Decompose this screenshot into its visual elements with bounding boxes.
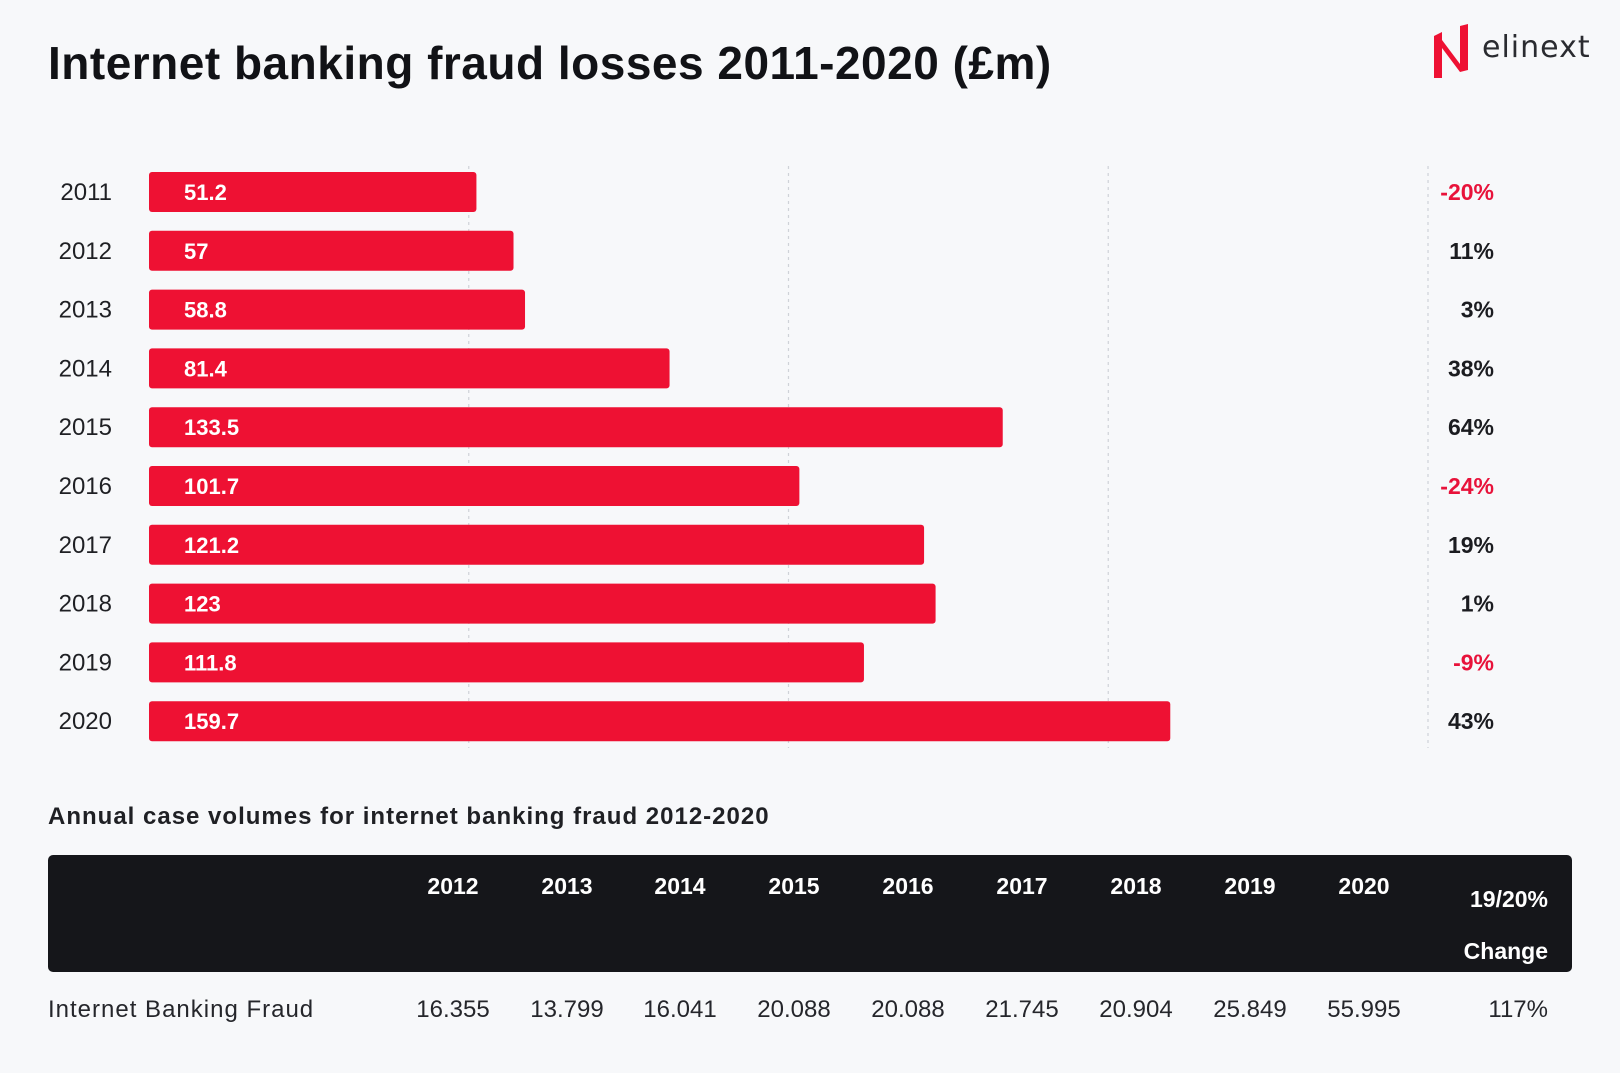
data-label-2016: 101.7 [184,474,239,499]
change-header: 19/20% Change [1464,873,1548,977]
category-label-2019: 2019 [59,649,112,676]
change-label-2011: -20% [1440,179,1494,205]
change-label-2012: 11% [1449,238,1494,264]
category-label-2015: 2015 [59,414,112,441]
bar-chart: 2011 51.2 -20% 2012 57 11% 2013 58.8 3% 2014 81.4 3… [59,166,1494,748]
data-label-2011: 51.2 [184,180,227,205]
data-label-2012: 57 [184,239,208,264]
change-label-2018: 1% [1461,591,1494,617]
category-label-2012: 2012 [59,238,112,265]
table-cell-2017: 21.745 [985,996,1059,1023]
change-label-2020: 43% [1448,708,1494,734]
bar-2012 [149,230,514,271]
table-cell-2012: 16.355 [416,996,490,1023]
column-header-2014: 2014 [654,873,706,899]
bar-2017 [149,524,925,565]
data-label-2017: 121.2 [184,533,239,558]
category-label-2020: 2020 [59,708,112,735]
change-label-2016: -24% [1440,473,1494,499]
change-label-2019: -9% [1453,649,1494,675]
bar-2019 [149,642,864,683]
table-cell-2016: 20.088 [871,996,945,1023]
category-label-2011: 2011 [60,179,112,206]
bar-2014 [149,348,670,389]
change-label-2015: 64% [1448,414,1494,440]
data-label-2020: 159.7 [184,709,239,734]
data-label-2019: 111.8 [184,650,237,675]
bar-2015 [149,407,1003,448]
table-cell-2014: 16.041 [643,996,717,1023]
data-label-2018: 123 [184,592,221,617]
bar-2018 [149,583,936,624]
category-label-2013: 2013 [59,297,112,324]
bar-2013 [149,289,526,330]
column-header-2015: 2015 [768,873,820,899]
category-label-2017: 2017 [59,532,112,559]
table-cell-2015: 20.088 [757,996,831,1023]
category-label-2018: 2018 [59,591,112,618]
elinext-logo[interactable]: elinext [1430,22,1600,82]
table-row-label: Internet Banking Fraud [48,996,315,1023]
table-row-change: 117% [1488,996,1548,1023]
category-label-2014: 2014 [59,355,112,382]
table-cell-2018: 20.904 [1099,996,1173,1023]
column-header-2019: 2019 [1224,873,1276,899]
column-header-2016: 2016 [882,873,934,899]
change-label-2014: 38% [1448,355,1494,381]
change-label-2013: 3% [1461,297,1494,323]
change-header-line1: 19/20% [1469,886,1548,912]
logo-text: elinext [1482,30,1591,65]
column-header-2013: 2013 [541,873,593,899]
data-label-2013: 58.8 [184,298,227,323]
column-header-2018: 2018 [1110,873,1162,899]
column-header-2020: 2020 [1338,873,1390,899]
data-label-2015: 133.5 [184,415,239,440]
elinext-logo-icon [1434,24,1468,78]
category-label-2016: 2016 [59,473,112,500]
bar-2011 [149,172,477,212]
table-subtitle: Annual case volumes for internet banking… [48,803,770,830]
table-header: 19/20% Change 2012 2013 2014 2015 2016 2017 20… [48,855,1572,972]
change-label-2017: 19% [1448,532,1494,558]
chart-title: Internet banking fraud losses 2011-2020 … [48,37,1052,89]
bar-2020 [149,701,1171,742]
table-cell-2019: 25.849 [1213,996,1287,1023]
table-cell-2013: 13.799 [530,996,604,1023]
table-cell-2020: 55.995 [1327,996,1401,1023]
data-label-2014: 81.4 [184,356,228,381]
bar-2016 [149,466,800,506]
column-header-2017: 2017 [996,873,1048,899]
column-header-2012: 2012 [427,873,479,899]
change-header-line2: Change [1463,938,1548,964]
